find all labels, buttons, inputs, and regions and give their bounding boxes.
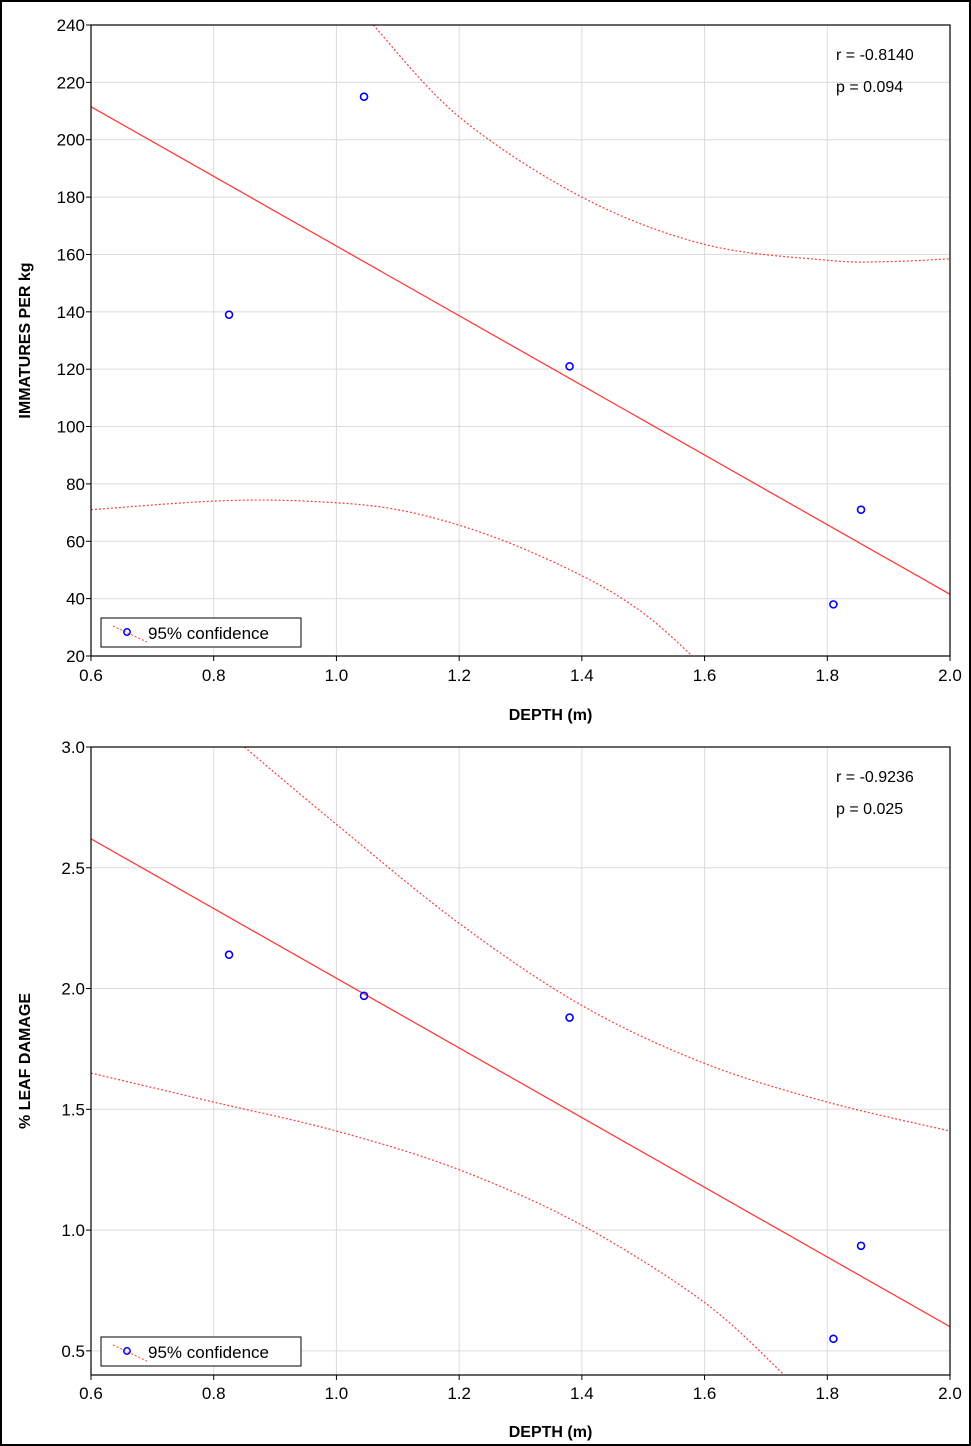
legend-label: 95% confidence <box>148 624 269 643</box>
x-tick-label: 1.8 <box>815 1384 839 1403</box>
x-axis-title: DEPTH (m) <box>509 1424 593 1441</box>
stat-r-value: r = -0.8140 <box>836 47 914 64</box>
gridlines <box>91 25 950 656</box>
y-tick-label: 100 <box>57 418 85 437</box>
data-point <box>829 1334 838 1344</box>
ticks: 0.6 0.8 1.0 1.2 1.4 1.6 1.8 2.0 0.5 1.0 1.5 2.0 2.5 3… <box>61 738 961 1403</box>
ci-lower-curve <box>91 1072 785 1375</box>
data-point <box>565 1013 574 1022</box>
chart-2: 0.6 0.8 1.0 1.2 1.4 1.6 1.8 2.0 0.5 1.0 1.5 2.0 2.5 3… <box>17 738 962 1441</box>
x-tick-label: 1.4 <box>570 1384 594 1403</box>
regression-line <box>91 106 950 595</box>
legend-label: 95% confidence <box>148 1343 269 1362</box>
legend-box <box>100 617 302 648</box>
plot-frame <box>90 24 951 657</box>
y-tick-label: 2.5 <box>61 859 85 878</box>
x-tick-label: 0.6 <box>79 1384 103 1403</box>
data-point <box>565 362 574 371</box>
y-axis-title: IMMATURES PER kg <box>17 262 34 418</box>
data-point <box>359 92 369 102</box>
x-tick-label: 1.6 <box>693 666 717 685</box>
legend: 95% confidence <box>100 1336 302 1367</box>
data-point <box>224 950 234 960</box>
chart-1: 0.6 0.8 1.0 1.2 1.4 1.6 1.8 2.0 20 40 60 80 100 120 14… <box>17 16 962 724</box>
data-point <box>224 310 234 319</box>
fit-lines <box>91 747 950 1375</box>
legend-point-symbol <box>123 628 131 636</box>
y-tick-label: 180 <box>57 188 85 207</box>
y-tick-label: 20 <box>66 647 85 666</box>
data-points <box>224 950 866 1344</box>
x-tick-label: 0.8 <box>202 1384 226 1403</box>
plot-frame <box>90 746 951 1376</box>
y-tick-label: 0.5 <box>61 1342 85 1361</box>
y-tick-label: 1.0 <box>61 1221 85 1240</box>
x-axis-title: DEPTH (m) <box>509 707 593 724</box>
y-tick-label: 160 <box>57 245 85 264</box>
data-point <box>359 991 369 1001</box>
y-tick-label: 120 <box>57 360 85 379</box>
x-tick-label: 1.2 <box>447 666 471 685</box>
x-tick-label: 0.6 <box>79 666 103 685</box>
stat-p-value: p = 0.025 <box>836 801 903 818</box>
gridlines <box>91 747 950 1375</box>
stat-p-value: p = 0.094 <box>836 79 903 96</box>
y-tick-label: 220 <box>57 73 85 92</box>
data-point <box>829 600 838 609</box>
y-tick-label: 200 <box>57 131 85 150</box>
y-tick-label: 140 <box>57 303 85 322</box>
ticks: 0.6 0.8 1.0 1.2 1.4 1.6 1.8 2.0 20 40 60 80 100 120 14… <box>57 16 962 685</box>
y-tick-label: 2.0 <box>61 980 85 999</box>
ci-lower-curve <box>91 499 693 656</box>
legend-box <box>100 1336 302 1367</box>
y-tick-label: 1.5 <box>61 1100 85 1119</box>
y-tick-label: 240 <box>57 16 85 35</box>
ci-upper-curve <box>244 747 950 1132</box>
legend: 95% confidence <box>100 617 302 648</box>
x-tick-label: 1.2 <box>447 1384 471 1403</box>
regression-line <box>91 838 950 1328</box>
legend-point-symbol <box>123 1347 131 1355</box>
y-tick-label: 80 <box>66 475 85 494</box>
data-points <box>224 92 866 609</box>
y-tick-label: 60 <box>66 532 85 551</box>
stat-r-value: r = -0.9236 <box>836 769 914 786</box>
ci-upper-curve <box>372 25 950 263</box>
x-tick-label: 0.8 <box>202 666 226 685</box>
x-tick-label: 2.0 <box>938 1384 962 1403</box>
data-point <box>856 505 866 515</box>
y-axis-title: % LEAF DAMAGE <box>17 993 34 1129</box>
y-tick-label: 3.0 <box>61 738 85 757</box>
x-tick-label: 1.8 <box>815 666 839 685</box>
x-tick-label: 1.0 <box>325 666 349 685</box>
x-tick-label: 1.0 <box>325 1384 349 1403</box>
x-tick-label: 1.6 <box>693 1384 717 1403</box>
fit-lines <box>91 25 950 656</box>
x-tick-label: 1.4 <box>570 666 594 685</box>
y-tick-label: 40 <box>66 590 85 609</box>
x-tick-label: 2.0 <box>938 666 962 685</box>
data-point <box>856 1241 866 1251</box>
